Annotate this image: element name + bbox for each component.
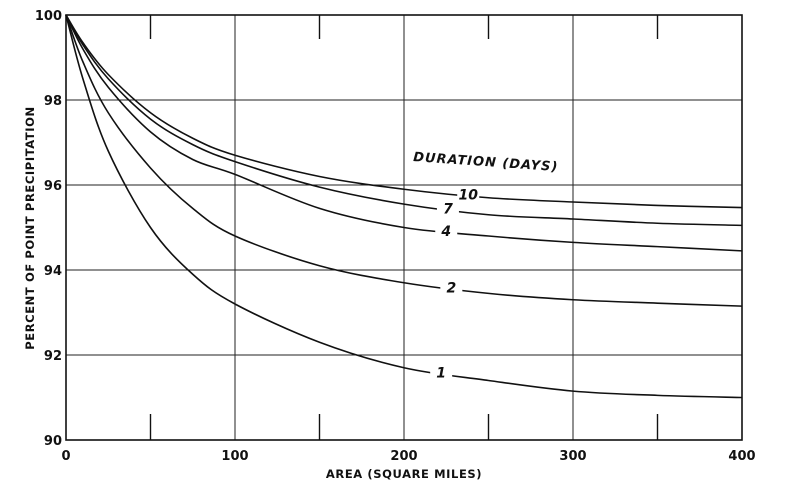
series-line-7-day — [65, 14, 743, 227]
grid — [66, 15, 742, 440]
y-tick-label: 90 — [44, 434, 62, 449]
legend-title: DURATION (DAYS) — [413, 150, 559, 175]
plot-frame — [65, 14, 743, 441]
y-tick-label: 94 — [44, 264, 62, 279]
y-tick-label: 98 — [44, 94, 62, 109]
series-label-7: 7 — [443, 202, 453, 218]
axis-ticks — [149, 15, 659, 440]
series-label-knockout — [430, 364, 453, 379]
series-label-knockout — [440, 279, 463, 294]
series-label-2: 2 — [446, 281, 456, 297]
x-axis-title: AREA (SQUARE MILES) — [326, 467, 482, 481]
y-tick-label: 92 — [44, 349, 62, 364]
series-line-2-day — [65, 14, 743, 307]
series-line-1-day — [65, 14, 743, 399]
y-tick-label: 100 — [35, 9, 62, 24]
tick-labels: 0 100 200 300 400 90 92 94 96 98 100 — [35, 9, 756, 464]
y-tick-label: 96 — [44, 179, 62, 194]
series-label-knockout — [457, 186, 480, 201]
series-line-4-day — [65, 14, 743, 252]
x-tick-label: 400 — [728, 449, 755, 464]
series-label-knockout — [435, 222, 458, 237]
x-tick-label: 100 — [221, 449, 248, 464]
series-label-4: 4 — [440, 224, 451, 240]
x-tick-label: 0 — [61, 449, 70, 464]
x-tick-label: 300 — [559, 449, 586, 464]
curves: 1 2 4 7 10 — [65, 14, 743, 399]
series-line-10-day — [65, 14, 743, 209]
series-label-knockout — [436, 200, 459, 215]
series-label-10: 10 — [458, 188, 478, 204]
x-tick-label: 200 — [390, 449, 417, 464]
y-axis-title: PERCENT OF POINT PRECIPITATION — [23, 106, 37, 350]
series-label-1: 1 — [436, 365, 446, 381]
